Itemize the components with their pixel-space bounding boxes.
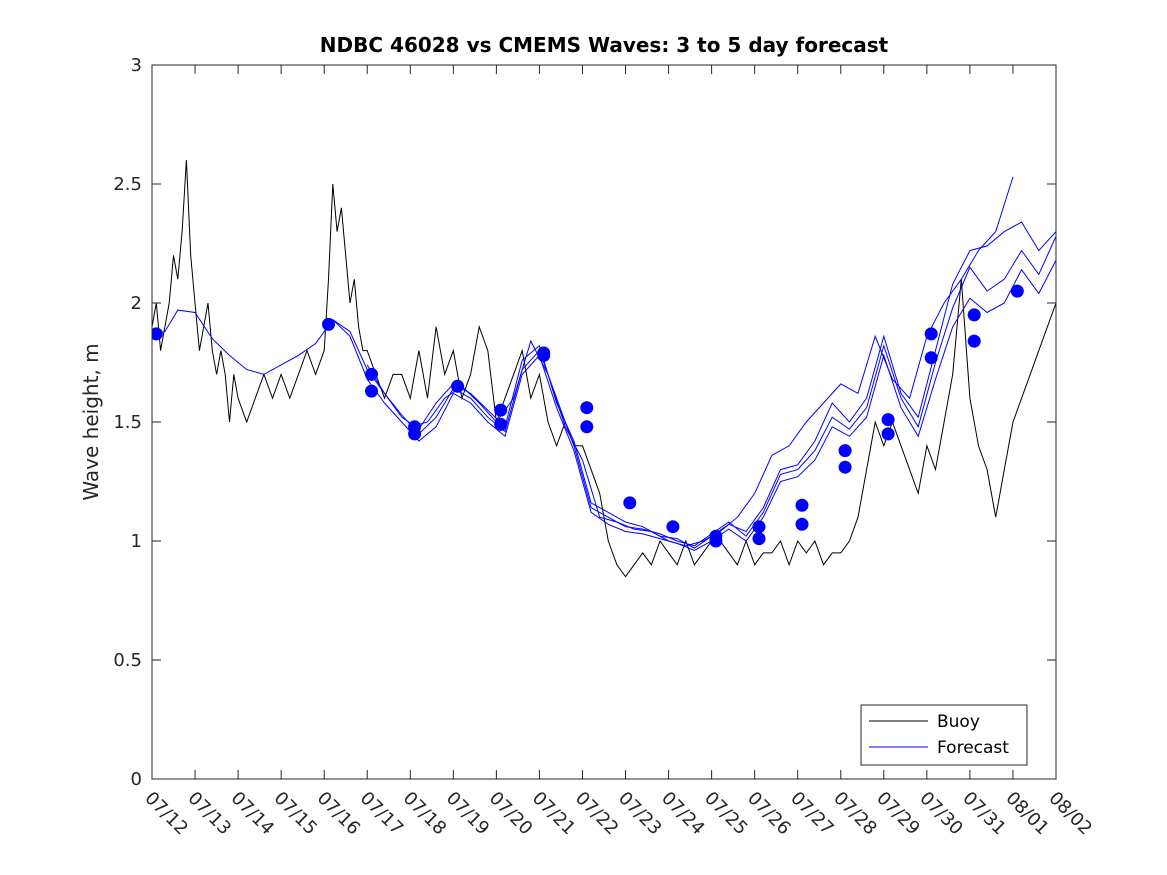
forecast-marker: [967, 334, 981, 348]
forecast-marker: [881, 427, 895, 441]
forecast-marker: [838, 460, 852, 474]
forecast-marker: [580, 401, 594, 415]
forecast-marker: [322, 317, 335, 331]
forecast-marker: [924, 351, 938, 365]
forecast-marker: [537, 348, 551, 362]
forecast-marker: [365, 367, 378, 381]
series-layer: [152, 160, 1056, 578]
y-tick-label: 1: [131, 531, 142, 552]
y-axis-label: Wave height, m: [79, 343, 103, 500]
forecast-marker: [580, 420, 594, 434]
plot-area-frame: [151, 64, 1057, 780]
forecast-series-line-4: [410, 176, 1014, 547]
forecast-marker: [795, 517, 809, 531]
legend-buoy-label: Buoy: [937, 712, 980, 732]
x-tick-label: 07/31: [958, 788, 1010, 840]
forecast-series-line-1: [152, 236, 1056, 547]
x-tick-label: 07/29: [872, 788, 924, 840]
x-tick-label: 07/19: [442, 788, 494, 840]
x-tick-label: 07/13: [184, 788, 236, 840]
forecast-marker: [1010, 284, 1024, 298]
x-tick-label: 08/02: [1044, 788, 1096, 840]
y-tick-label: 2.5: [113, 174, 142, 195]
x-tick-label: 07/27: [786, 788, 838, 840]
forecast-marker: [666, 520, 680, 534]
x-tick-label: 07/21: [528, 788, 580, 840]
forecast-marker: [494, 403, 508, 417]
forecast-marker: [881, 413, 895, 427]
forecast-series-line-2: [332, 259, 1056, 552]
x-tick-label: 07/20: [485, 788, 537, 840]
x-tick-label: 07/22: [571, 788, 623, 840]
x-tick-label: 07/17: [356, 788, 408, 840]
x-tick-label: 07/26: [743, 788, 795, 840]
y-tick-label: 0.5: [113, 650, 142, 671]
forecast-marker: [408, 427, 422, 441]
x-tick-label: 07/23: [614, 788, 666, 840]
x-tick-label: 07/24: [657, 788, 709, 840]
x-tick-label: 07/15: [270, 788, 322, 840]
x-tick-label: 07/16: [313, 788, 365, 840]
forecast-marker: [365, 384, 378, 398]
x-tick-label: 08/01: [1001, 788, 1053, 840]
forecast-marker: [451, 379, 465, 393]
chart-title: NDBC 46028 vs CMEMS Waves: 3 to 5 day fo…: [320, 33, 889, 57]
x-tick-label: 07/25: [700, 788, 752, 840]
legend-box: [860, 704, 1028, 766]
x-tick-label: 07/14: [227, 788, 279, 840]
x-tick-label: 07/28: [829, 788, 881, 840]
legend: Buoy Forecast: [860, 704, 1028, 766]
forecast-marker: [623, 496, 637, 510]
forecast-marker: [795, 498, 809, 512]
y-tick-label: 0: [131, 769, 142, 790]
x-tick-label: 07/30: [915, 788, 967, 840]
forecast-marker: [752, 532, 766, 546]
forecast-series-line-3: [366, 221, 1056, 549]
y-tick-label: 3: [131, 55, 142, 76]
forecast-marker: [752, 520, 766, 534]
forecast-marker: [152, 327, 163, 341]
legend-forecast-label: Forecast: [937, 738, 1009, 758]
x-tick-label: 07/12: [140, 788, 192, 840]
y-tick-label: 2: [131, 293, 142, 314]
forecast-marker: [924, 327, 938, 341]
forecast-marker: [967, 308, 981, 322]
buoy-series-line: [152, 160, 1056, 578]
y-tick-label: 1.5: [113, 412, 142, 433]
forecast-marker: [709, 534, 723, 548]
forecast-marker: [838, 444, 852, 458]
forecast-marker: [494, 417, 508, 431]
x-tick-label: 07/18: [399, 788, 451, 840]
